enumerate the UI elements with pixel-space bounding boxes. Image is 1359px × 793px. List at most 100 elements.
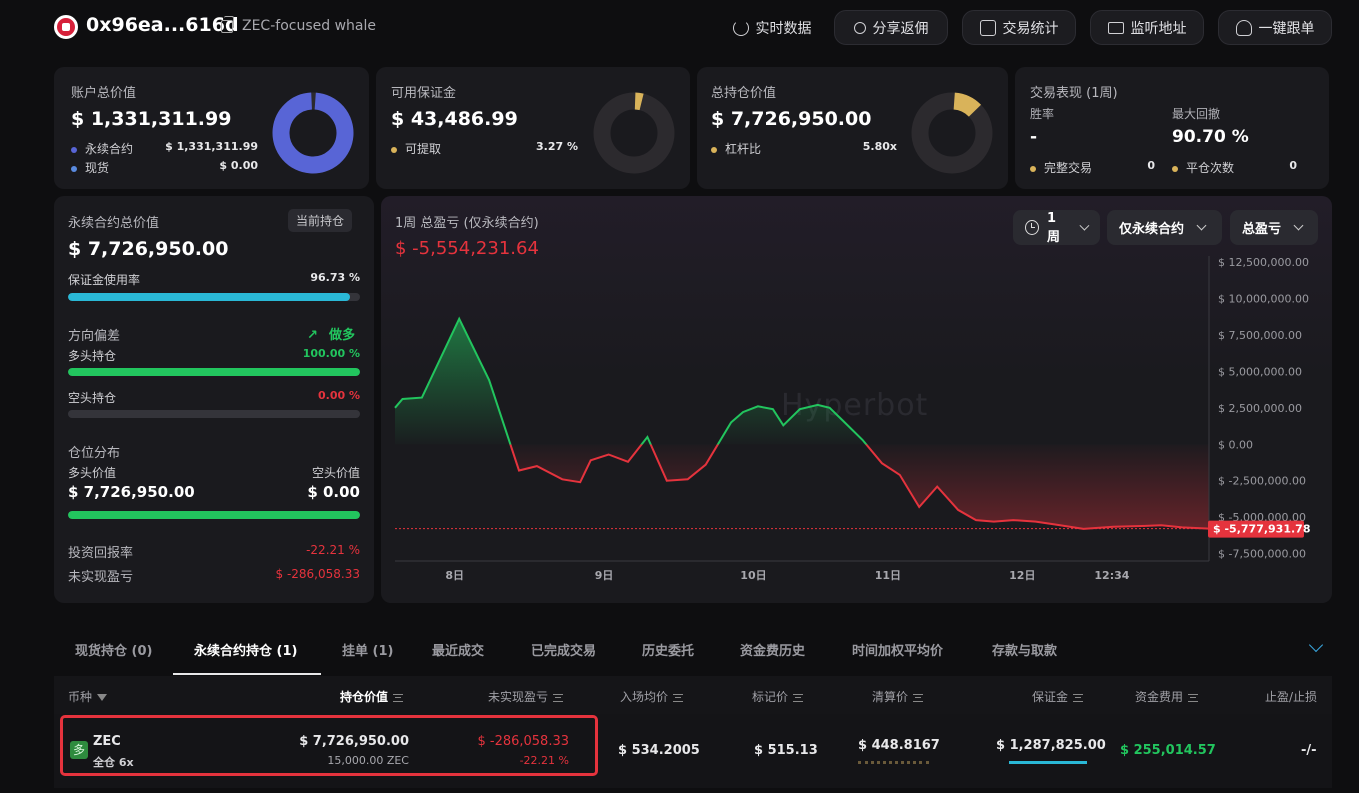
pnl-chart-panel: 1周 总盈亏 (仅永续合约) $ -5,554,231.64 Hyperbot … (381, 196, 1332, 603)
spot-dot-icon (71, 165, 77, 172)
margin-indicator-bar (1009, 761, 1087, 764)
short-value: $ 0.00 (307, 483, 360, 501)
trades-dot-icon (1030, 165, 1036, 172)
complete-trades-label: 完整交易 (1044, 161, 1093, 175)
long-value-label: 多头价值 (68, 466, 117, 480)
tab-twap[interactable]: 时间加权平均价 (852, 644, 944, 659)
position-donut-track (911, 92, 993, 174)
row-upnl-pct: -22.21 % (519, 754, 569, 767)
share-rebate-label: 分享返佣 (872, 20, 929, 37)
pnl-total-value: $ -5,554,231.64 (395, 238, 539, 259)
share-icon (853, 21, 866, 34)
x-tick-label: 9日 (595, 569, 614, 582)
tab-funding-history[interactable]: 资金费历史 (740, 644, 806, 659)
sort-icon (393, 693, 404, 702)
col-funding[interactable]: 资金费用 (1135, 688, 1199, 705)
chevron-down-icon[interactable] (1308, 637, 1324, 653)
x-axis: 8日 9日 10日 11日 12日 12:34 (395, 560, 1209, 582)
watch-address-label: 监听地址 (1130, 20, 1187, 37)
col-mark-label: 标记价 (752, 690, 789, 704)
liq-distance-indicator (858, 761, 929, 764)
withdrawable-dot-icon (391, 146, 397, 153)
tab-spot-positions[interactable]: 现货持仓 (0) (75, 644, 153, 659)
long-holding-label: 多头持仓 (68, 349, 117, 363)
current-position-chip[interactable]: 当前持仓 (288, 209, 353, 232)
trade-stats-button[interactable]: 交易统计 (962, 10, 1076, 45)
sort-icon (673, 693, 684, 702)
last-value-badge-bg (1208, 520, 1304, 538)
col-coin[interactable]: 币种 (68, 688, 108, 705)
pnl-chart: $ 12,500,000.00 $ 10,000,000.00 $ 7,500,00… (394, 256, 1310, 582)
watch-address-button[interactable]: 监听地址 (1090, 10, 1204, 45)
stats-icon (979, 19, 996, 36)
distribution-fill (68, 511, 360, 519)
upnl-value: $ -286,058.33 (275, 567, 361, 581)
monitor-icon (1107, 21, 1124, 34)
account-donut-fill (272, 92, 354, 174)
position-value: $ 7,726,950.00 (711, 108, 872, 130)
tab-completed-trades[interactable]: 已完成交易 (531, 644, 597, 659)
table-header: 币种 持仓价值 未实现盈亏 入场均价 标记价 清算价 保证金 资金费用 止盈/止… (54, 676, 1332, 714)
active-tab-underline (173, 673, 321, 675)
perp-dot-icon (71, 146, 77, 153)
col-liq-label: 清算价 (872, 690, 909, 704)
col-liq[interactable]: 清算价 (872, 688, 924, 705)
period-dropdown[interactable]: 1周 (1013, 210, 1100, 245)
y-tick-label: $ 7,500,000.00 (1218, 329, 1302, 342)
col-entry[interactable]: 入场均价 (620, 688, 684, 705)
x-tick-label: 8日 (445, 569, 464, 582)
col-margin[interactable]: 保证金 (1032, 688, 1084, 705)
account-value-card: 账户总价值 $ 1,331,311.99 永续合约 $ 1,331,311.99… (54, 67, 369, 189)
realtime-data-label: 实时数据 (755, 20, 812, 37)
pnl-chart-title: 1周 总盈亏 (仅永续合约) (395, 216, 539, 231)
trade-stats-label: 交易统计 (1002, 20, 1059, 37)
long-holding-bar (68, 368, 360, 376)
tab-recent-fills[interactable]: 最近成交 (432, 644, 485, 659)
complete-trades-legend: 完整交易 (1030, 159, 1092, 176)
margin-donut (593, 92, 675, 174)
col-upnl[interactable]: 未实现盈亏 (488, 688, 564, 705)
y-axis: $ 12,500,000.00 $ 10,000,000.00 $ 7,500,00… (1208, 256, 1309, 561)
row-coin[interactable]: ZEC (93, 734, 121, 749)
col-position-value[interactable]: 持仓价值 (340, 688, 404, 705)
metric-dropdown-label: 总盈亏 (1242, 222, 1282, 237)
bias-value-text: 做多 (329, 328, 356, 343)
chevron-down-icon (1293, 220, 1304, 231)
wallet-tagline: ZEC-focused whale (242, 18, 376, 34)
scope-dropdown[interactable]: 仅永续合约 (1107, 210, 1222, 245)
roi-label: 投资回报率 (68, 546, 134, 561)
tab-open-orders[interactable]: 挂单 (1) (342, 644, 394, 659)
spot-value: $ 0.00 (219, 159, 258, 172)
row-mark-price: $ 515.13 (754, 743, 818, 758)
wallet-logo-icon (54, 15, 78, 39)
metric-dropdown[interactable]: 总盈亏 (1230, 210, 1318, 245)
row-funding: $ 255,014.57 (1120, 743, 1216, 758)
sort-icon (553, 693, 564, 702)
y-tick-label: $ 0.00 (1218, 438, 1253, 451)
position-value-label: 总持仓价值 (711, 86, 777, 101)
period-dropdown-label: 1周 (1047, 210, 1061, 245)
realtime-data-button[interactable]: 实时数据 (722, 10, 822, 45)
perp-total-value: $ 7,726,950.00 (68, 238, 229, 260)
position-donut (911, 92, 993, 174)
row-tpsl[interactable]: -/- (1301, 743, 1317, 758)
copy-trade-button[interactable]: 一键跟单 (1218, 10, 1332, 45)
perp-label: 永续合约 (85, 142, 134, 156)
chevron-down-icon (1196, 220, 1207, 231)
margin-donut-track (593, 92, 675, 174)
row-liq-price: $ 448.8167 (858, 738, 940, 753)
sort-icon (793, 693, 804, 702)
withdrawable-label: 可提取 (405, 142, 442, 156)
share-rebate-button[interactable]: 分享返佣 (834, 10, 948, 45)
perp-total-label: 永续合约总价值 (68, 216, 160, 231)
tab-order-history[interactable]: 历史委托 (642, 644, 695, 659)
tab-perp-positions[interactable]: 永续合约持仓 (1) (194, 644, 298, 659)
short-value-label: 空头价值 (311, 466, 360, 480)
long-holding-fill (68, 368, 360, 376)
close-count-label: 平仓次数 (1186, 161, 1235, 175)
tab-deposits-withdrawals[interactable]: 存款与取款 (992, 644, 1058, 659)
margin-usage-label: 保证金使用率 (68, 273, 141, 287)
close-count-value: 0 (1289, 159, 1297, 172)
col-mark[interactable]: 标记价 (752, 688, 804, 705)
copy-icon[interactable] (221, 16, 234, 33)
